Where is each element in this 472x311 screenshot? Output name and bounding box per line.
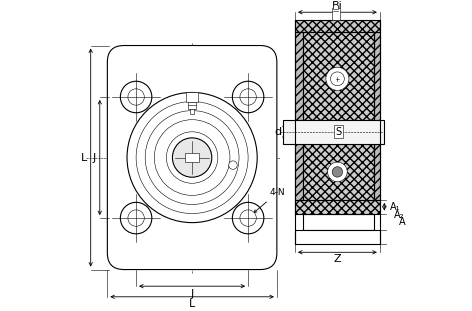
Text: Bi: Bi	[332, 1, 343, 11]
Circle shape	[145, 111, 239, 204]
Circle shape	[232, 202, 264, 234]
Circle shape	[127, 92, 257, 223]
Bar	[374, 144, 380, 200]
Bar	[303, 144, 374, 200]
Bar	[303, 144, 374, 200]
Bar	[332, 8, 340, 20]
Circle shape	[166, 132, 218, 183]
Bar	[295, 32, 303, 120]
Bar	[295, 200, 380, 214]
Circle shape	[120, 81, 152, 113]
Circle shape	[120, 202, 152, 234]
Circle shape	[172, 138, 212, 177]
Bar	[188, 101, 196, 109]
Circle shape	[240, 89, 256, 105]
Text: J: J	[93, 152, 96, 163]
Bar	[283, 120, 384, 144]
Circle shape	[229, 161, 237, 169]
Bar	[295, 20, 380, 32]
Bar	[295, 144, 303, 200]
Bar	[374, 144, 380, 200]
Bar	[295, 200, 380, 214]
Circle shape	[136, 101, 248, 214]
Text: L: L	[189, 299, 195, 309]
Text: d: d	[274, 127, 281, 137]
Circle shape	[154, 120, 230, 195]
Text: 4-N: 4-N	[254, 188, 285, 213]
Bar	[186, 92, 198, 101]
Circle shape	[128, 210, 144, 226]
Circle shape	[240, 210, 256, 226]
Circle shape	[128, 89, 144, 105]
Bar	[185, 153, 199, 162]
Bar	[374, 32, 380, 120]
Bar	[303, 32, 374, 120]
Text: S: S	[335, 127, 341, 137]
Circle shape	[328, 162, 347, 182]
Bar	[295, 20, 380, 32]
Bar	[303, 214, 374, 230]
Text: A: A	[399, 217, 405, 227]
Bar	[374, 32, 380, 120]
Text: Z: Z	[334, 254, 341, 264]
Bar	[295, 144, 303, 200]
Circle shape	[332, 167, 343, 177]
Circle shape	[232, 81, 264, 113]
Bar	[295, 32, 303, 120]
Text: A₁: A₁	[390, 202, 400, 212]
Text: L: L	[81, 152, 87, 163]
FancyBboxPatch shape	[107, 45, 277, 270]
Bar	[334, 5, 338, 9]
Bar	[295, 230, 380, 244]
Text: A₂: A₂	[394, 210, 405, 220]
Bar	[190, 109, 194, 114]
Text: J: J	[191, 289, 194, 299]
Bar	[303, 32, 374, 120]
Circle shape	[326, 67, 349, 90]
